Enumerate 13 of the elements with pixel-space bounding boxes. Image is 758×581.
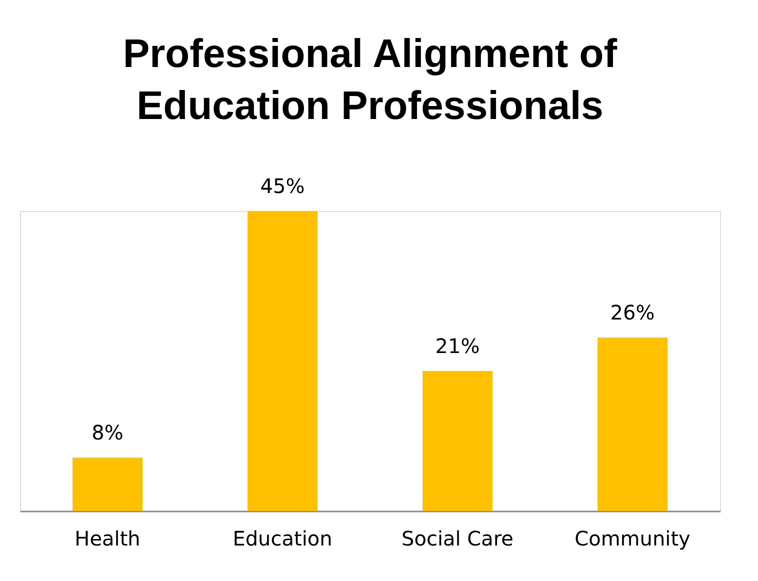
bar <box>598 338 668 511</box>
data-label: 26% <box>610 300 655 325</box>
data-label: 8% <box>92 420 124 445</box>
data-label: 45% <box>260 174 305 198</box>
bar <box>72 458 142 511</box>
bar <box>422 371 492 511</box>
x-tick-label: Social Care <box>402 526 514 550</box>
x-tick-label: Health <box>74 526 140 550</box>
x-tick-label: Community <box>574 526 691 550</box>
x-tick-label: Education <box>232 526 332 550</box>
bar <box>248 211 318 511</box>
chart-title: Professional Alignment of Education Professionals <box>122 32 618 128</box>
data-label: 21% <box>435 334 480 358</box>
